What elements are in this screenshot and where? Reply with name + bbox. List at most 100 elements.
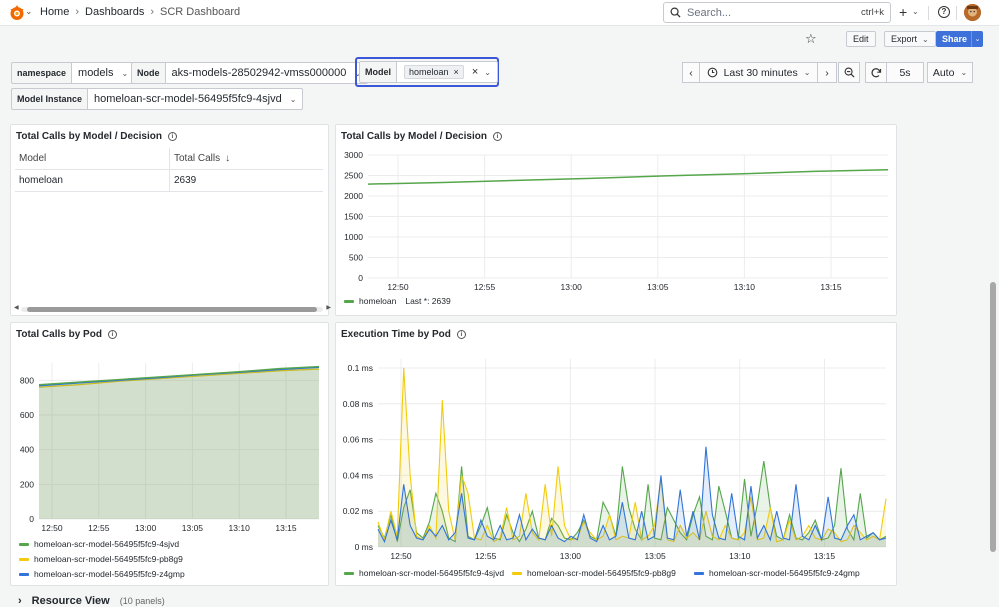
- legend-item[interactable]: homeloan-scr-model-56495f5fc9-pb8g9: [512, 568, 676, 578]
- legend-label: homeloan-scr-model-56495f5fc9-pb8g9: [527, 568, 676, 578]
- zoom-out-icon: [844, 67, 855, 78]
- page-scrollbar[interactable]: [990, 282, 996, 552]
- help-icon[interactable]: ?: [938, 6, 950, 18]
- y-tick-label: 1000: [344, 232, 363, 242]
- series-area-0: [39, 366, 319, 519]
- column-header-total-calls[interactable]: Total Calls ↓: [169, 148, 323, 169]
- calls-chart-panel: Total Calls by Model / Decision i 0 500 10…: [335, 124, 897, 316]
- zoom-out-button[interactable]: [838, 62, 860, 83]
- series-area-1: [378, 367, 886, 547]
- model-select[interactable]: homeloan × × ⌄: [397, 61, 498, 83]
- y-tick-label: 0.1 ms: [347, 363, 373, 373]
- y-tick-label: 1500: [344, 212, 363, 222]
- series-area-0: [378, 461, 886, 547]
- legend-label: homeloan-scr-model-56495f5fc9-4sjvd: [34, 539, 180, 549]
- model-instance-select[interactable]: homeloan-scr-model-56495f5fc9-4sjvd ⌄: [88, 88, 304, 110]
- column-header-model[interactable]: Model: [19, 153, 47, 164]
- share-dropdown-button[interactable]: ⌄: [971, 31, 983, 47]
- x-tick-label: 13:00: [135, 523, 157, 533]
- legend-swatch: [344, 571, 354, 575]
- table-row[interactable]: homeloan 2639: [15, 170, 323, 192]
- star-icon[interactable]: ☆: [805, 31, 817, 46]
- chevron-down-icon: ⌄: [289, 94, 297, 104]
- breadcrumb-current: SCR Dashboard: [160, 6, 241, 18]
- refresh-button[interactable]: [865, 62, 887, 83]
- namespace-select[interactable]: models ⌄: [72, 62, 136, 84]
- search-placeholder: Search...: [687, 6, 732, 19]
- exec-chart-panel: Execution Time by Pod i 0 ms 0.02 ms 0.04 …: [335, 322, 897, 586]
- info-icon[interactable]: i: [492, 132, 502, 141]
- grafana-logo-icon[interactable]: [8, 4, 26, 22]
- refresh-interval[interactable]: 5s: [886, 62, 924, 83]
- auto-label: Auto: [932, 66, 955, 79]
- chevron-down-icon[interactable]: ⌄: [25, 6, 33, 16]
- row-title: Resource View: [31, 595, 110, 607]
- scrollbar-thumb[interactable]: [27, 307, 317, 312]
- edit-button-label: Edit: [853, 34, 869, 44]
- resource-view-row[interactable]: › Resource View (10 panels): [18, 595, 165, 607]
- time-back-button[interactable]: ‹: [682, 62, 700, 83]
- x-tick-label: 13:10: [229, 523, 251, 533]
- divider: [928, 6, 929, 20]
- time-range-label: Last 30 minutes: [723, 66, 798, 79]
- model-chip: homeloan ×: [404, 65, 464, 79]
- exec-chart-title: Execution Time by Pod: [341, 329, 451, 340]
- chevron-right-icon: ›: [825, 66, 829, 79]
- plus-icon[interactable]: +: [899, 4, 908, 20]
- horizontal-scrollbar[interactable]: ◀ ▶: [14, 305, 331, 312]
- chevron-down-icon: ⌄: [354, 68, 362, 78]
- breadcrumb-home[interactable]: Home: [40, 6, 70, 18]
- x-tick-label: 12:55: [475, 551, 497, 561]
- x-tick-label: 12:50: [387, 282, 409, 292]
- legend-item[interactable]: homeloan-scr-model-56495f5fc9-4sjvd: [344, 568, 504, 578]
- info-icon[interactable]: i: [456, 330, 466, 339]
- legend-item[interactable]: homeloan-scr-model-56495f5fc9-4sjvd: [19, 539, 179, 549]
- exec-area-chart[interactable]: 0 ms 0.02 ms 0.04 ms 0.06 ms 0.08 ms 0.1 ms 12…: [336, 323, 896, 568]
- scroll-left-icon[interactable]: ◀: [14, 305, 19, 311]
- legend-item[interactable]: homeloan Last *: 2639: [344, 296, 451, 306]
- time-range-picker[interactable]: Last 30 minutes ⌄: [699, 62, 818, 83]
- scroll-right-icon[interactable]: ▶: [326, 305, 331, 311]
- clear-icon[interactable]: ×: [471, 66, 479, 78]
- edit-button[interactable]: Edit: [846, 31, 876, 47]
- y-tick-label: 2000: [344, 191, 363, 201]
- calls-line-chart[interactable]: 0 500 1000 1500 2000 2500 3000 12:50 12:55 13:00 1…: [336, 125, 896, 300]
- cell-model: homeloan: [19, 175, 63, 186]
- breadcrumb-dashboards[interactable]: Dashboards: [85, 6, 145, 18]
- info-icon[interactable]: i: [167, 132, 177, 141]
- cell-total-calls: 2639: [169, 170, 323, 191]
- info-icon[interactable]: i: [107, 330, 117, 339]
- legend-item[interactable]: homeloan-scr-model-56495f5fc9-z4gmp: [19, 569, 185, 579]
- auto-refresh-select[interactable]: Auto ⌄: [927, 62, 973, 83]
- legend-item[interactable]: homeloan-scr-model-56495f5fc9-pb8g9: [19, 554, 183, 564]
- node-select[interactable]: aks-models-28502942-vmss000000 ⌄: [165, 62, 369, 84]
- dashboard-toolbar: ☆ Edit Export ⌄ Share ⌄: [0, 27, 999, 51]
- panel-title: Total Calls by Model / Decision i: [16, 131, 177, 142]
- y-tick-label: 200: [20, 479, 34, 489]
- legend-swatch: [19, 557, 29, 561]
- clock-icon: [707, 67, 717, 78]
- panel-title: Execution Time by Pod i: [341, 329, 466, 340]
- export-button[interactable]: Export ⌄: [884, 31, 936, 47]
- namespace-value: models: [78, 67, 114, 79]
- pods-chart-panel: Total Calls by Pod i 0 200 400 600 800 12:50 1…: [10, 322, 329, 586]
- search-input[interactable]: Search... ctrl+k: [663, 2, 891, 23]
- y-tick-label: 0: [29, 514, 34, 524]
- remove-chip-icon[interactable]: ×: [453, 67, 459, 77]
- model-instance-value: homeloan-scr-model-56495f5fc9-4sjvd: [94, 93, 282, 105]
- chevron-down-icon[interactable]: ⌄: [484, 67, 491, 77]
- chevron-down-icon[interactable]: ⌄: [912, 7, 919, 16]
- avatar[interactable]: [964, 4, 981, 21]
- series-line-1: [38, 368, 320, 388]
- x-tick-label: 13:15: [820, 282, 842, 292]
- share-button[interactable]: Share: [936, 31, 974, 47]
- refresh-icon: [871, 67, 882, 77]
- pods-area-chart[interactable]: 0 200 400 600 800 12:50 12:55 13:00 13:05 13:10 13…: [11, 323, 328, 537]
- legend-item[interactable]: homeloan-scr-model-56495f5fc9-z4gmp: [694, 568, 860, 578]
- y-tick-label: 0.08 ms: [343, 399, 373, 409]
- legend-swatch: [19, 572, 29, 576]
- x-tick-label: 13:05: [182, 523, 204, 533]
- share-button-label: Share: [942, 34, 968, 44]
- time-forward-button[interactable]: ›: [817, 62, 837, 83]
- pods-chart-title: Total Calls by Pod: [16, 329, 102, 340]
